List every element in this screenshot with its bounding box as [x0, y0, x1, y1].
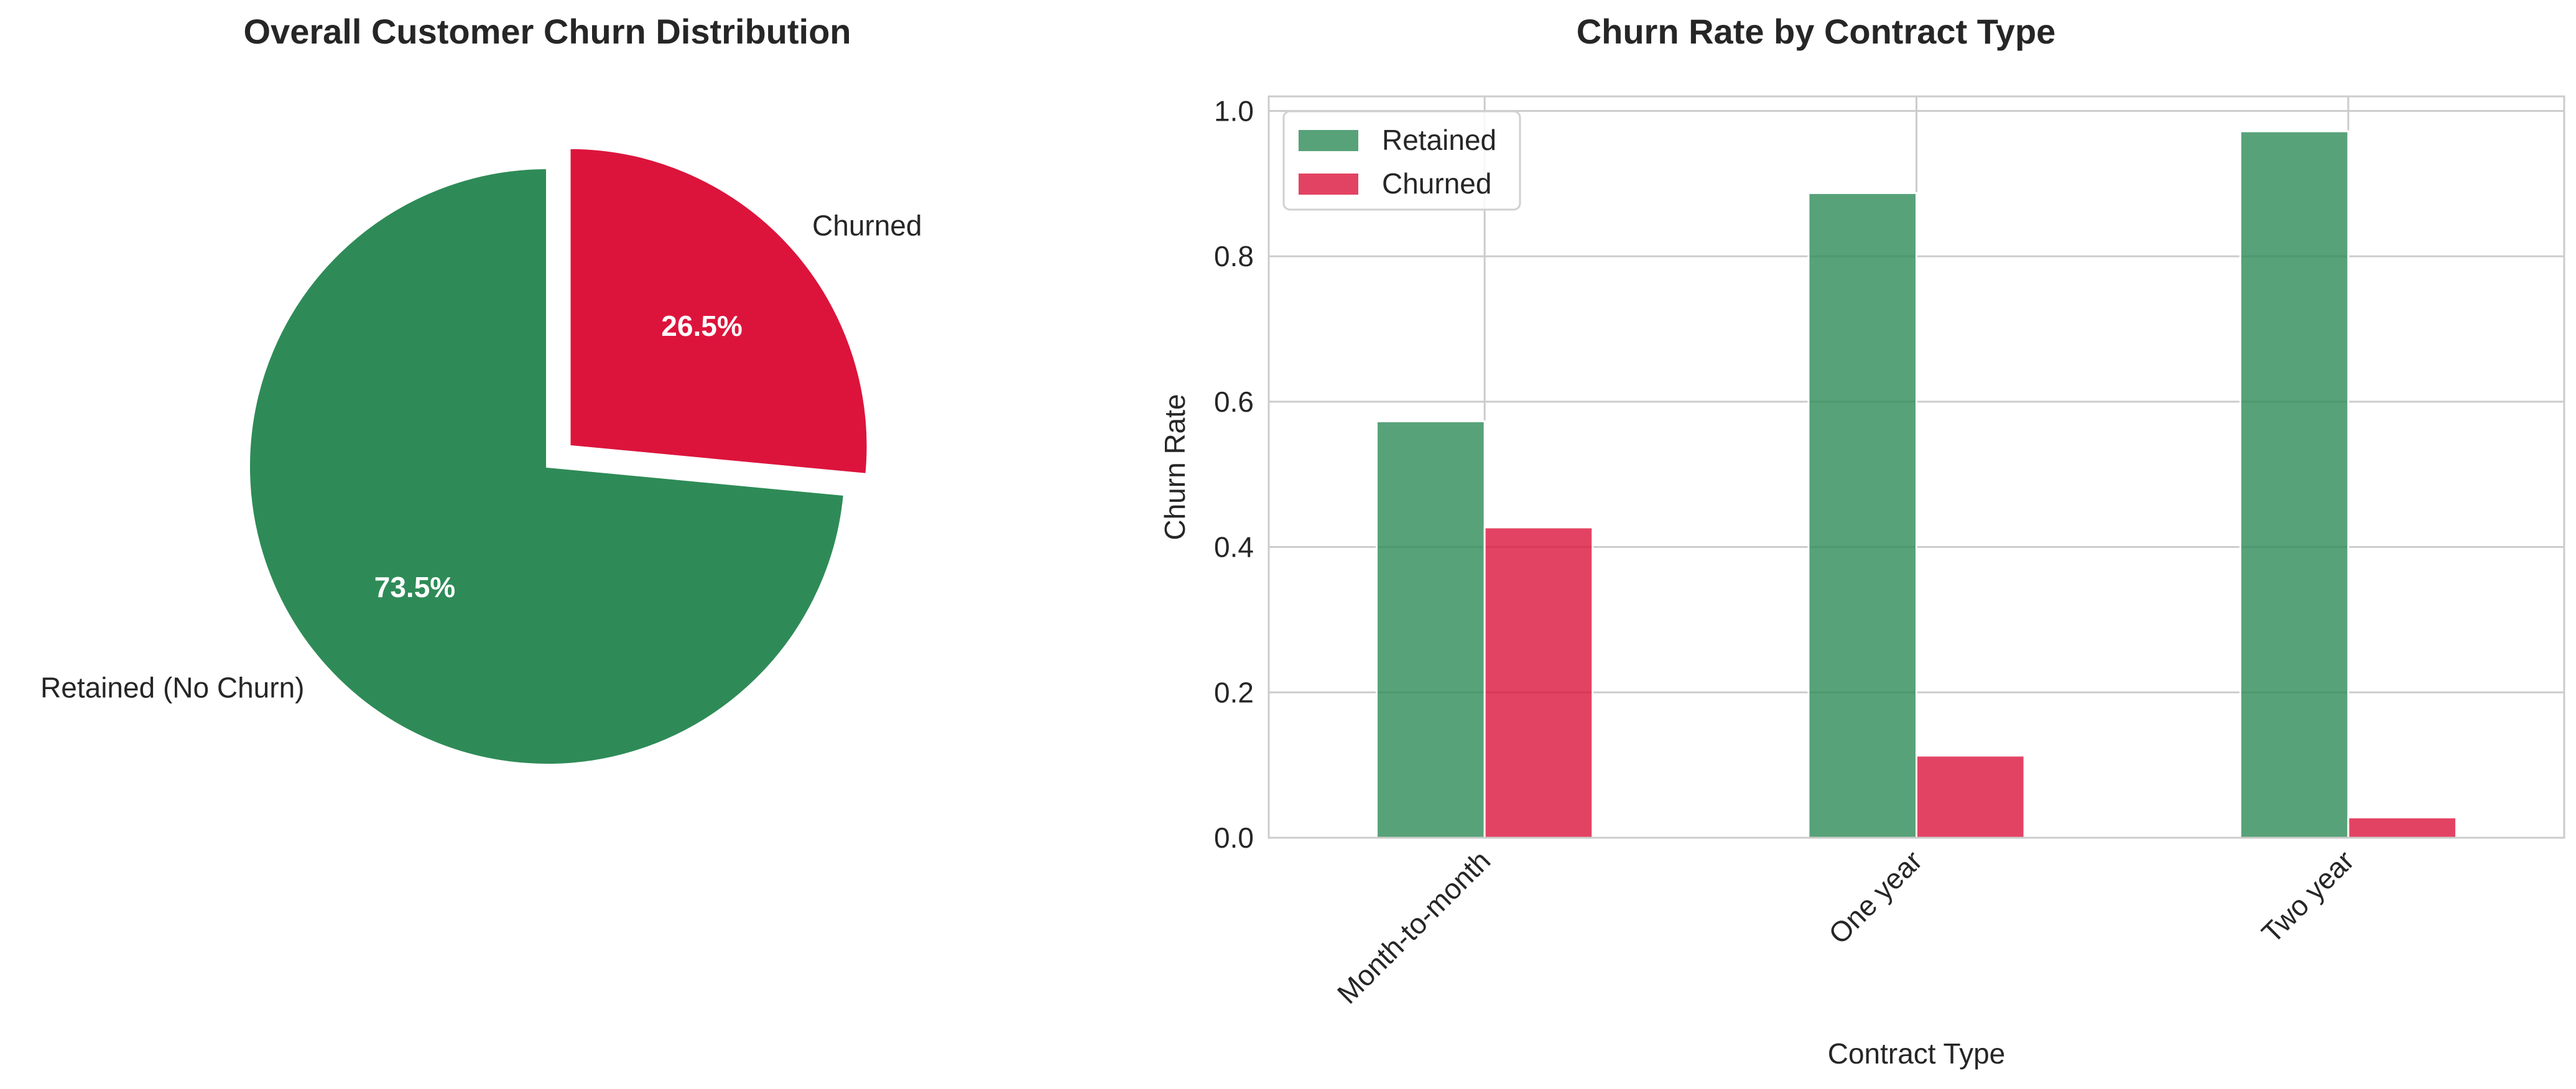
pie-slice-retained-no-churn [248, 166, 846, 766]
y-tick-label: 0.4 [1214, 531, 1254, 563]
pie-slice-churned [568, 146, 869, 476]
y-tick-label: 0.0 [1214, 822, 1254, 854]
bar-chart-title: Churn Rate by Contract Type [1576, 12, 2056, 51]
x-tick-label: Month-to-month [1331, 844, 1496, 1009]
bar-churned-month-to-month [1483, 526, 1594, 839]
pie-chart: 73.5% Retained (No Churn) 26.5% Churned [40, 146, 922, 766]
pie-pct-label-churned: 26.5% [661, 310, 742, 342]
pie-chart-title: Overall Customer Churn Distribution [243, 12, 851, 51]
bar-chart: 0.0 0.2 0.4 0.6 0.8 1.0 Month-to-month One year… [1159, 95, 2565, 1070]
plot-frame [1267, 95, 2565, 839]
x-axis-label: Contract Type [1828, 1037, 2006, 1070]
bar-retained-two-year [2239, 130, 2350, 839]
bar-chart-panel: Churn Rate by Contract Type 0.0 0.2 0.4 0.6… [1095, 0, 2576, 1089]
y-tick-label: 0.2 [1214, 676, 1254, 708]
pie-category-label-retained-no-churn: Retained (No Churn) [40, 671, 304, 703]
legend-label-churned: Churned [1382, 167, 1491, 200]
bar-churned-two-year [2347, 816, 2457, 839]
y-tick-label: 0.8 [1214, 240, 1254, 272]
legend-swatch-retained [1299, 130, 1358, 151]
y-tick-label: 1.0 [1214, 95, 1254, 127]
bar-churned-one-year [1916, 754, 2026, 839]
bar-retained-month-to-month [1376, 420, 1486, 839]
legend-label-retained: Retained [1382, 124, 1496, 156]
bar-retained-one-year [1807, 192, 1917, 839]
y-axis-label: Churn Rate [1159, 394, 1191, 540]
x-tick-label: Two year [2255, 844, 2360, 949]
x-tick-label: One year [1822, 844, 1929, 950]
pie-pct-label-retained-no-churn: 73.5% [374, 571, 455, 603]
y-tick-label: 0.6 [1214, 386, 1254, 418]
pie-category-label-churned: Churned [812, 209, 922, 241]
legend-swatch-churned [1299, 174, 1358, 195]
pie-chart-panel: Overall Customer Churn Distribution 73.5… [0, 0, 1095, 1089]
legend: Retained Churned [1282, 110, 1521, 211]
